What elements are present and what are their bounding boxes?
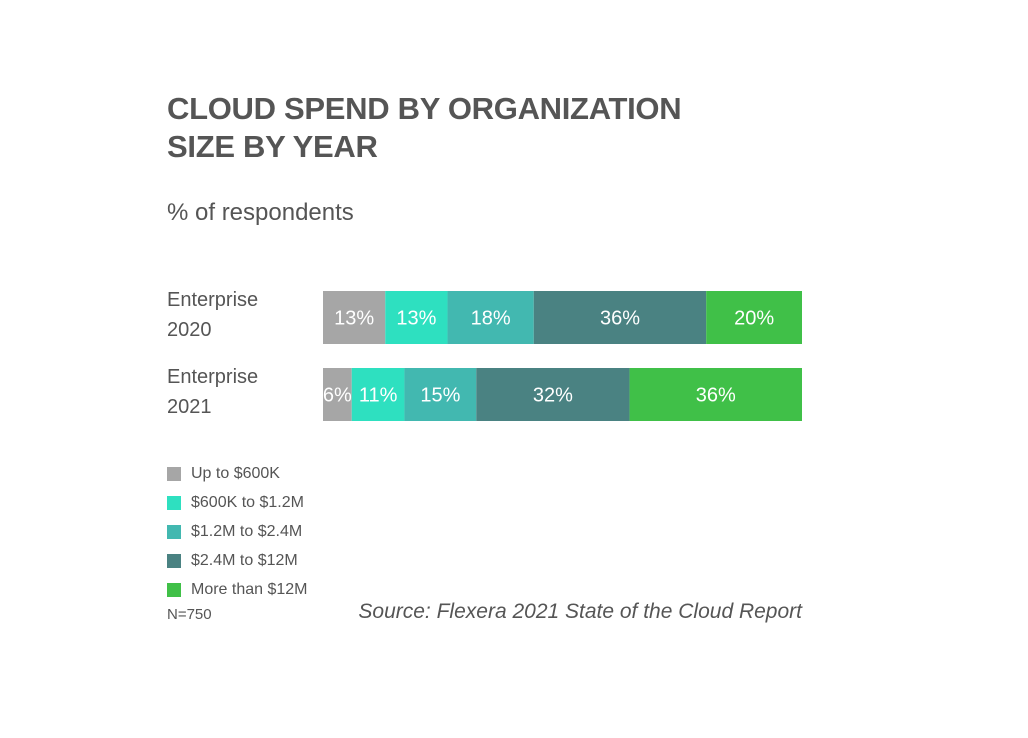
bar-segment-1-2 bbox=[404, 368, 477, 421]
legend-swatch-more-than-12m bbox=[167, 582, 181, 597]
bar-segment-0-4 bbox=[706, 291, 802, 344]
legend-swatch-up-to-600k bbox=[167, 467, 181, 482]
legend-item: More than $12M bbox=[167, 575, 308, 604]
category-label-line: Enterprise bbox=[167, 366, 259, 388]
bar-segment-0-3 bbox=[533, 291, 707, 344]
legend-label: Up to $600K bbox=[191, 465, 280, 483]
category-label-enterprise-2020: Enterprise 2020 bbox=[167, 285, 258, 345]
chart-title-line-2: SIZE BY YEAR bbox=[167, 129, 378, 164]
category-label-line: 2020 bbox=[167, 319, 212, 341]
legend-item: $1.2M to $2.4M bbox=[167, 518, 308, 547]
chart-title-line-1: CLOUD SPEND BY ORGANIZATION bbox=[167, 91, 682, 126]
bar-segment-0-0 bbox=[323, 291, 386, 344]
sample-size-note: N=750 bbox=[167, 606, 212, 623]
legend-label: $600K to $1.2M bbox=[191, 494, 304, 512]
bar-segment-1-1 bbox=[351, 368, 405, 421]
bar-segment-1-4 bbox=[629, 368, 802, 421]
bar-data-label-1-4: 36% bbox=[696, 385, 736, 407]
category-label-line: Enterprise bbox=[167, 289, 259, 311]
legend-swatch-600k-to-1-2m bbox=[167, 496, 181, 511]
bar-data-label-0-1: 13% bbox=[396, 308, 436, 330]
legend-item: $2.4M to $12M bbox=[167, 546, 308, 575]
bar-data-label-1-2: 15% bbox=[420, 385, 460, 407]
bar-segment-0-2 bbox=[447, 291, 534, 344]
legend: Up to $600K $600K to $1.2M $1.2M to $2.4… bbox=[167, 460, 308, 604]
bar-data-label-0-2: 18% bbox=[471, 308, 511, 330]
source-note: Source: Flexera 2021 State of the Cloud … bbox=[358, 600, 802, 623]
legend-label: $2.4M to $12M bbox=[191, 551, 298, 569]
bar-segment-0-1 bbox=[385, 291, 448, 344]
bar-data-label-1-1: 11% bbox=[359, 385, 398, 407]
bar-segment-1-3 bbox=[476, 368, 630, 421]
category-label-enterprise-2021: Enterprise 2021 bbox=[167, 362, 258, 422]
bar-segment-1-0 bbox=[323, 368, 352, 421]
bar-data-label-1-0: 6% bbox=[323, 385, 352, 407]
legend-label: $1.2M to $2.4M bbox=[191, 522, 303, 540]
legend-item: $600K to $1.2M bbox=[167, 489, 308, 518]
bar-data-label-0-0: 13% bbox=[334, 308, 374, 330]
bar-data-label-0-4: 20% bbox=[734, 308, 774, 330]
chart-title: CLOUD SPEND BY ORGANIZATION SIZE BY YEAR bbox=[167, 90, 807, 166]
legend-swatch-2-4m-to-12m bbox=[167, 553, 181, 568]
category-label-line: 2021 bbox=[167, 396, 212, 418]
legend-swatch-1-2m-to-2-4m bbox=[167, 524, 181, 539]
legend-item: Up to $600K bbox=[167, 460, 308, 489]
bar-data-label-1-3: 32% bbox=[533, 385, 573, 407]
chart-subtitle: % of respondents bbox=[167, 199, 354, 226]
legend-label: More than $12M bbox=[191, 580, 308, 598]
bar-data-label-0-3: 36% bbox=[600, 308, 640, 330]
